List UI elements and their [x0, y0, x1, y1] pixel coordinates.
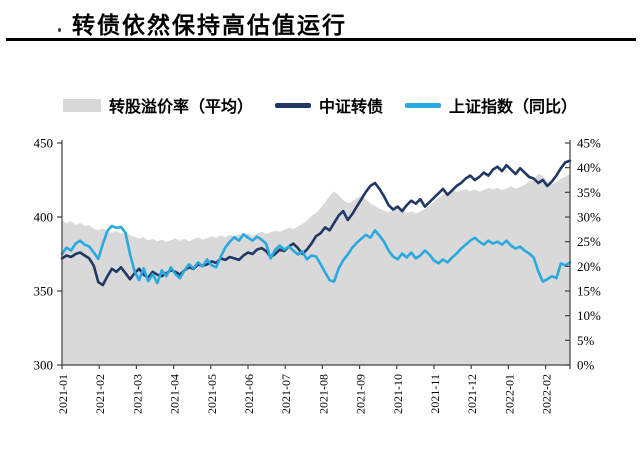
line-swatch-icon [274, 102, 311, 108]
svg-text:2021-07: 2021-07 [279, 374, 293, 414]
svg-text:2021-06: 2021-06 [242, 374, 256, 414]
svg-text:25%: 25% [577, 234, 601, 249]
line-swatch-icon [405, 102, 441, 108]
svg-text:400: 400 [34, 210, 54, 225]
svg-text:45%: 45% [577, 136, 601, 151]
series-group [60, 159, 572, 365]
chart-legend: 转股溢价率（平均） 中证转债 上证指数（同比） [0, 93, 640, 117]
svg-text:2021-04: 2021-04 [168, 374, 182, 414]
svg-text:2022-02: 2022-02 [540, 374, 554, 414]
svg-text:2021-02: 2021-02 [93, 374, 107, 414]
stray-ink-mark [58, 28, 61, 32]
combo-chart: 450 400 350 300 45% 40% 35% 30% 25% 20% 15% 10% 5% 0%… [34, 136, 602, 415]
legend-label-premium: 转股溢价率（平均） [108, 99, 253, 116]
svg-text:450: 450 [34, 136, 54, 151]
sse-yoy-line-series [60, 224, 572, 285]
legend-item-premium: 转股溢价率（平均） [62, 93, 253, 117]
legend-label-bond-index: 中证转债 [318, 99, 383, 116]
svg-text:2022-01: 2022-01 [502, 374, 516, 414]
svg-text:2021-05: 2021-05 [205, 374, 219, 414]
svg-text:350: 350 [34, 284, 54, 299]
area-swatch-icon [62, 98, 101, 112]
svg-text:300: 300 [34, 358, 54, 373]
y-axis-right: 45% 40% 35% 30% 25% 20% 15% 10% 5% 0% [565, 136, 601, 373]
svg-text:5%: 5% [577, 333, 595, 348]
svg-text:2021-11: 2021-11 [428, 374, 442, 414]
svg-text:2021-08: 2021-08 [316, 374, 330, 414]
svg-text:40%: 40% [577, 160, 601, 175]
legend-item-sse-yoy: 上证指数（同比） [405, 93, 577, 117]
svg-text:2021-03: 2021-03 [130, 374, 144, 414]
svg-text:2021-12: 2021-12 [465, 374, 479, 414]
x-axis: 2021-01 2021-02 2021-03 2021-04 2021-05 2021-… [56, 364, 571, 414]
svg-text:0%: 0% [577, 358, 595, 373]
page-title: 转债依然保持高估值运行 [72, 13, 347, 38]
svg-text:15%: 15% [577, 284, 601, 299]
svg-text:30%: 30% [577, 210, 601, 225]
title-underline [6, 38, 636, 41]
svg-text:20%: 20% [577, 259, 601, 274]
svg-text:2021-10: 2021-10 [391, 374, 405, 414]
premium-area-series [62, 173, 570, 365]
y-axis-left: 450 400 350 300 [34, 136, 63, 373]
legend-item-bond-index: 中证转债 [274, 93, 383, 117]
svg-text:2021-01: 2021-01 [56, 374, 70, 414]
legend-label-sse-yoy: 上证指数（同比） [449, 99, 578, 116]
svg-text:2021-09: 2021-09 [354, 374, 368, 414]
svg-text:10%: 10% [577, 308, 601, 323]
svg-text:35%: 35% [577, 185, 601, 200]
